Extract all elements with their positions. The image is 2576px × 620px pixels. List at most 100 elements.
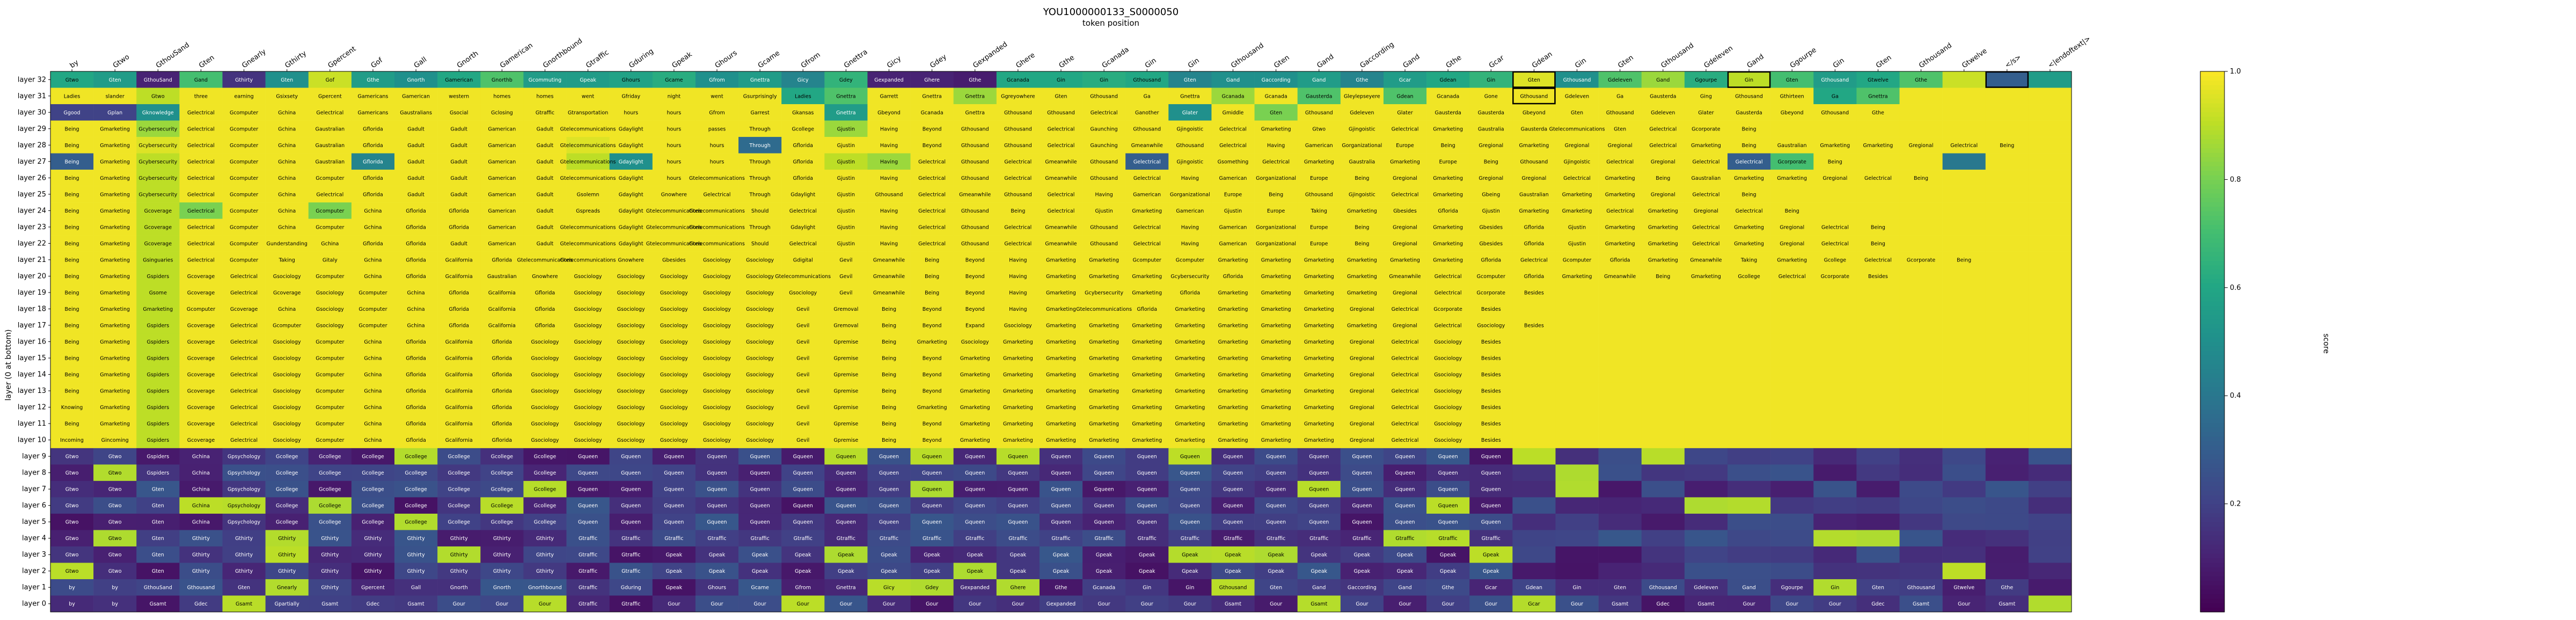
heatmap-cell [1297, 137, 1341, 154]
heatmap-cell [1039, 202, 1083, 219]
cell-label: Gadult [537, 241, 554, 247]
heatmap-cell [480, 104, 524, 121]
colorbar-segment [2200, 157, 2224, 162]
cell-label: Being [882, 437, 896, 443]
heatmap-cell [351, 202, 395, 219]
cell-label: Gqueen [1352, 454, 1372, 460]
cell-label: Gtraffic [1051, 536, 1070, 542]
cell-label: Gmarketing [1046, 405, 1076, 411]
x-tick-label: Gnorthbound [541, 37, 584, 70]
heatmap-cell [953, 218, 997, 236]
cell-label: Gchina [364, 437, 382, 443]
heatmap-cell [1770, 513, 1814, 530]
cell-label: Gausterda [1650, 93, 1676, 99]
cell-label: Being [882, 389, 896, 395]
y-tick-label: layer 13 [18, 387, 46, 395]
heatmap-cell [394, 137, 438, 154]
heatmap-cell [1555, 464, 1599, 482]
heatmap-cell [308, 333, 352, 351]
cell-label: Gcoverage [230, 307, 258, 312]
cell-label: Gthirty [536, 552, 554, 558]
cell-label: Gmarketing [1089, 372, 1119, 378]
cell-label: Gnettra [750, 77, 770, 83]
heatmap-cell [1684, 218, 1728, 236]
cell-label: Gcar [1528, 601, 1540, 607]
cell-label: Gcollege [1824, 257, 1847, 263]
cell-label: Gelectrical [1736, 208, 1763, 214]
cell-label: Gflorida [492, 257, 513, 263]
heatmap-cell [996, 251, 1040, 268]
heatmap-cell [996, 170, 1040, 186]
cell-label: Having [1267, 143, 1285, 149]
colorbar-segment [2200, 197, 2224, 202]
cell-label: Gsociology [703, 389, 731, 395]
cell-label: Gelectrical [187, 241, 215, 247]
cell-label: Gjustin [837, 241, 855, 247]
cell-label: Gsociology [703, 372, 731, 378]
heatmap-cell [1125, 218, 1169, 236]
heatmap-cell [1899, 546, 1943, 563]
heatmap-cell [1340, 120, 1384, 137]
cell-label: Gflorida [1180, 290, 1201, 296]
cell-label: Gtraffic [664, 536, 683, 542]
heatmap-cell [1211, 87, 1255, 105]
heatmap-cell [1598, 513, 1642, 530]
cell-label: Gcollege [491, 470, 514, 476]
heatmap-cell [1813, 186, 1857, 203]
cell-label: Gelectrical [789, 241, 817, 247]
x-tick-label: Gthousand [1659, 41, 1695, 70]
heatmap-cell [1899, 71, 1943, 88]
heatmap-cell [1168, 202, 1212, 219]
cell-label: Gthirty [192, 568, 210, 574]
cell-label: Gqueen [793, 454, 813, 460]
heatmap-cell [1469, 137, 1513, 154]
heatmap-cell [1125, 153, 1169, 170]
cell-label: Gtwo [65, 520, 79, 526]
cell-label: Gflorida [363, 192, 383, 198]
heatmap-cell [2028, 153, 2072, 170]
cell-label: Glater [1397, 110, 1413, 116]
cell-label: Gsamt [1913, 601, 1929, 607]
heatmap-cell [1942, 546, 1986, 563]
heatmap-cell [50, 120, 94, 137]
cell-label: Gour [1356, 601, 1368, 607]
cell-label: Gflorida [492, 372, 513, 378]
cell-label: Gnettra [836, 585, 855, 591]
heatmap-cell [1254, 120, 1298, 137]
heatmap-cell [824, 268, 868, 285]
heatmap-cell [1039, 284, 1083, 301]
cell-label: Gdaylight [619, 176, 643, 181]
cell-label: Gsurprisingly [743, 93, 777, 99]
cell-label: Gmarketing [100, 290, 130, 296]
heatmap-cell [1770, 366, 1814, 383]
cell-label: Gtelecommunications [689, 176, 745, 181]
cell-label: Gitaly [323, 257, 338, 263]
heatmap-cell [867, 349, 911, 367]
cell-label: Gmarketing [1347, 208, 1377, 214]
cell-label: Being [65, 389, 79, 395]
cell-label: Gaustralian [1692, 176, 1721, 181]
cell-label: Gadult [407, 192, 425, 198]
heatmap-cell [953, 202, 997, 219]
cell-label: Gsociology [1434, 389, 1462, 395]
cell-label: Gqueen [1137, 454, 1157, 460]
cell-label: Having [880, 143, 898, 149]
colorbar-segment [2200, 517, 2224, 522]
heatmap-cell [1383, 317, 1427, 334]
heatmap-cell [566, 317, 610, 334]
colorbar-segment [2200, 89, 2224, 94]
cell-label: Gqueen [1352, 487, 1372, 493]
cell-label: Gelectrical [1520, 257, 1548, 263]
cell-label: Gqueen [793, 487, 813, 493]
cell-label: Europe [1439, 159, 1457, 165]
cell-label: Gelectrical [1606, 159, 1634, 165]
cell-label: Gcar [1485, 585, 1497, 591]
cell-label: Gsociology [703, 307, 731, 312]
cell-label: Gthe [2001, 585, 2013, 591]
cell-label: Gsociology [1434, 437, 1462, 443]
cell-label: Gthirteen [1780, 93, 1804, 99]
heatmap-cell [1082, 87, 1126, 105]
heatmap-cell [222, 137, 266, 154]
heatmap-cell [222, 170, 266, 186]
cell-label: Gmarketing [1132, 389, 1162, 395]
